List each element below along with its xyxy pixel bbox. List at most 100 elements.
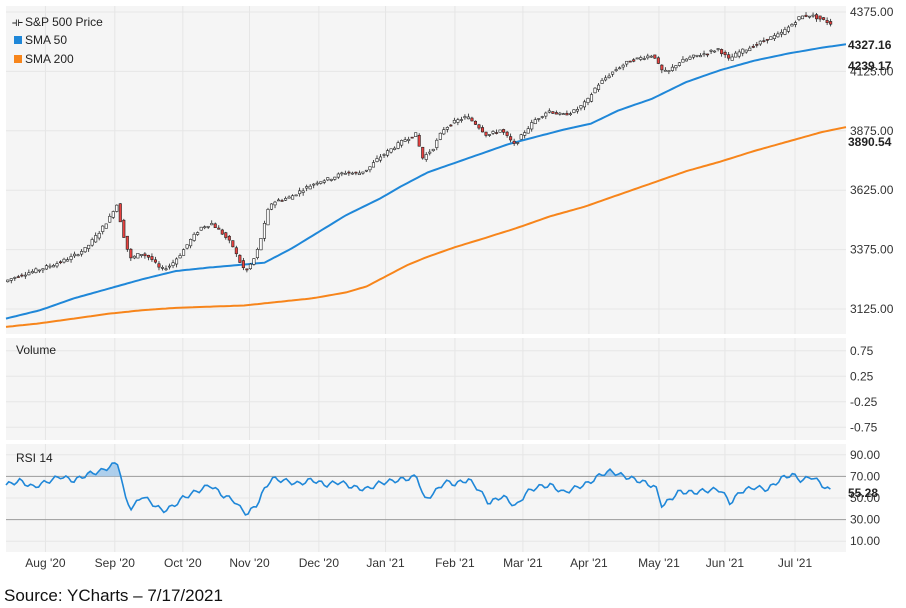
candle-up <box>691 54 696 58</box>
candle-down <box>143 253 147 257</box>
candlestick-icon: ⟛ <box>12 15 23 29</box>
stock-chart: 3125.00 3375.00 3625.00 3875.00 4125.00 4375.… <box>5 4 904 570</box>
last-price-value: 4327.16 <box>848 38 892 52</box>
candle-down <box>347 171 351 174</box>
legend: ⟛ S&P 500 Price SMA 50 SMA 200 <box>12 15 103 66</box>
candle-down <box>213 223 217 229</box>
candle-up <box>442 129 446 135</box>
candle-up <box>681 59 685 63</box>
candle-up <box>178 255 182 259</box>
candle-up <box>431 148 435 152</box>
candle-up <box>582 101 587 108</box>
candle-up <box>530 122 534 130</box>
candle-up <box>291 195 295 200</box>
candle-down <box>16 276 20 278</box>
candle-up <box>9 278 13 281</box>
rsi-tick-label: 30.00 <box>850 513 880 527</box>
rsi-tick-label: 10.00 <box>850 534 880 548</box>
candle-down <box>484 131 488 136</box>
volume-y-axis: 0.75 0.25 -0.25 -0.75 <box>850 344 878 435</box>
candle-up <box>378 156 383 161</box>
x-tick-label: Jul '21 <box>778 556 813 570</box>
candle-up <box>611 71 615 75</box>
candle-up <box>544 112 548 117</box>
candle-up <box>48 265 52 268</box>
candle-up <box>808 15 812 18</box>
candle-up <box>389 148 393 153</box>
candle-up <box>698 55 703 58</box>
candle-up <box>206 225 210 228</box>
candle-up <box>779 31 783 35</box>
candle-up <box>625 60 629 65</box>
candle-up <box>51 265 56 268</box>
candle-up <box>516 142 520 144</box>
candle-down <box>129 248 133 259</box>
candle-up <box>73 253 77 257</box>
candle-up <box>547 110 551 113</box>
last-price-tag: 4327.16 <box>846 36 904 53</box>
candle-up <box>670 66 674 71</box>
candle-up <box>101 225 105 232</box>
sma50-line <box>5 43 847 320</box>
candle-up <box>463 116 467 119</box>
candle-down <box>227 235 231 241</box>
volume-gridlines <box>6 338 846 440</box>
candle-down <box>512 140 516 144</box>
candle-up <box>266 209 270 226</box>
source-caption: Source: YCharts – 7/17/2021 <box>4 586 223 605</box>
candle-up <box>741 48 745 54</box>
candle-up <box>776 33 780 38</box>
candle-up <box>80 251 84 255</box>
candle-down <box>632 59 636 62</box>
candle-up <box>600 80 604 84</box>
candle-up <box>414 132 418 137</box>
candle-up <box>561 113 565 115</box>
candle-up <box>76 254 80 257</box>
candle-up <box>646 55 650 59</box>
price-panel: 3125.00 3375.00 3625.00 3875.00 4125.00 4375.… <box>5 5 904 334</box>
candle-up <box>684 58 688 62</box>
price-tick-label: 4125.00 <box>850 64 894 78</box>
candle-up <box>34 268 38 273</box>
last-price-tag-bg <box>846 36 904 53</box>
candle-down <box>751 45 755 48</box>
candle-up <box>618 67 622 70</box>
candle-up <box>445 127 449 130</box>
candle-down <box>153 259 157 263</box>
candle-up <box>262 222 266 239</box>
candle-up <box>642 58 646 60</box>
candle-up <box>273 201 277 206</box>
candle-down <box>421 146 425 159</box>
candle-up <box>312 183 316 186</box>
x-tick-label: Oct '20 <box>164 556 202 570</box>
candle-up <box>614 69 618 71</box>
candle-up <box>639 57 643 60</box>
candle-up <box>797 16 801 20</box>
candle-up <box>674 65 678 69</box>
candle-up <box>329 178 333 181</box>
candle-down <box>706 53 710 56</box>
candle-down <box>825 20 829 23</box>
candle-up <box>361 171 365 174</box>
candle-up <box>55 263 59 267</box>
candle-down <box>410 136 414 139</box>
candle-up <box>192 233 196 241</box>
candle-up <box>255 249 259 259</box>
candle-up <box>164 268 168 271</box>
candle-up <box>400 140 404 146</box>
candle-up <box>772 35 776 39</box>
candle-down <box>480 127 485 133</box>
candle-down <box>502 129 506 133</box>
candle-down <box>653 54 657 59</box>
candle-up <box>523 132 527 136</box>
candle-up <box>540 116 544 118</box>
candle-up <box>579 105 583 109</box>
candle-up <box>695 54 699 57</box>
candle-up <box>487 134 492 136</box>
candle-up <box>210 223 214 226</box>
candle-up <box>702 53 706 56</box>
candle-down <box>118 203 122 223</box>
candle-down <box>505 131 509 136</box>
candle-up <box>27 272 31 276</box>
candle-up <box>371 162 376 168</box>
